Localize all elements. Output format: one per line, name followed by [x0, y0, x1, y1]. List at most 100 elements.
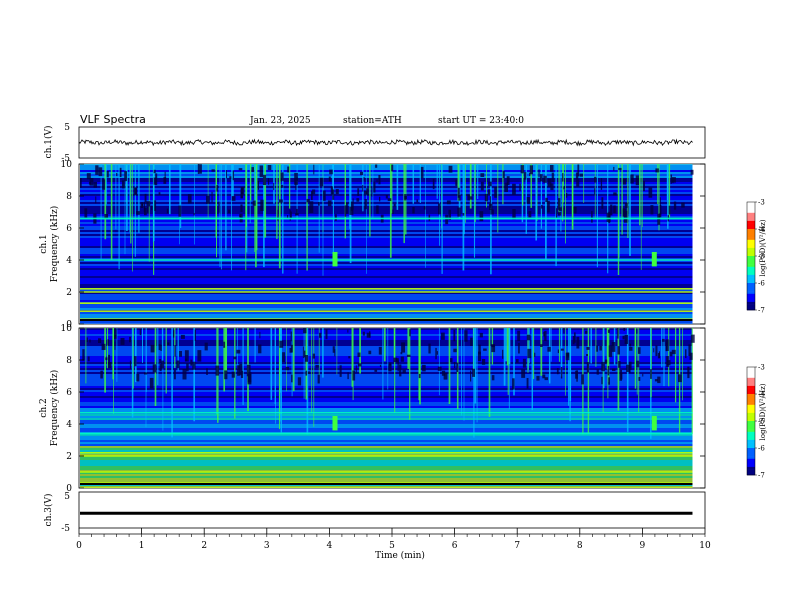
- spec1-speckle: [480, 181, 484, 191]
- spec2-row: [80, 346, 693, 348]
- spec1-speckle: [606, 212, 611, 222]
- cb1-cell: [747, 250, 755, 254]
- spec1-row: [80, 242, 693, 244]
- spec2-row: [80, 480, 693, 482]
- spec2-ytick-label: 8: [66, 356, 72, 366]
- spec1-speckle: [655, 168, 659, 173]
- spec1-speckle: [512, 183, 516, 195]
- spec1-speckle: [556, 208, 558, 218]
- spec2-speckle: [224, 370, 228, 380]
- spec2-row: [80, 356, 693, 358]
- spec2-row: [80, 414, 693, 416]
- spec2-row: [80, 462, 693, 464]
- cb2-cell: [747, 448, 755, 451]
- spec1-speckle: [218, 201, 220, 213]
- cb1-cell: [747, 280, 755, 284]
- spec2-speckle: [441, 332, 445, 340]
- spec2-row: [80, 398, 693, 400]
- spec1-speckle: [579, 173, 583, 177]
- cb1-cell: [747, 301, 755, 305]
- spec2-speckle: [173, 330, 175, 338]
- cb1-cell: [747, 258, 755, 262]
- spec2-ytick-label: 6: [66, 388, 72, 398]
- spec1-speckle: [281, 184, 284, 188]
- spec1-speckle: [371, 187, 373, 197]
- spec2-speckle: [406, 354, 411, 357]
- spec1-row: [80, 266, 693, 268]
- spec1-speckle: [526, 196, 530, 204]
- cb2-cell: [747, 407, 755, 411]
- spec2-speckle: [450, 358, 453, 363]
- spec1-speckle: [106, 171, 109, 178]
- spec1-row: [80, 164, 693, 166]
- spec2-speckle: [98, 338, 102, 343]
- spec2-row: [80, 438, 693, 440]
- spec1-speckle: [573, 207, 577, 214]
- xtick-label: 7: [514, 541, 520, 551]
- spec2-speckle: [418, 373, 421, 379]
- spec1-speckle: [659, 197, 661, 207]
- station-label: station=ATH: [343, 116, 402, 126]
- spec2-speckle: [258, 344, 262, 354]
- spec2-speckle: [655, 345, 658, 357]
- cb1-cell: [747, 242, 755, 246]
- cb2-cell: [747, 377, 755, 381]
- spec2-row: [80, 440, 693, 442]
- spec1-speckle: [153, 169, 156, 174]
- spec1-speckle: [594, 188, 596, 195]
- spec1-speckle: [290, 211, 292, 219]
- spec1-speckle: [273, 182, 275, 191]
- spec1-speckle: [332, 189, 335, 200]
- spec1-speckle: [576, 179, 580, 187]
- spec2-speckle: [560, 348, 564, 351]
- spec2-ytick-label: 2: [66, 452, 72, 462]
- spec1-speckle: [199, 164, 202, 174]
- spec2-speckle: [638, 377, 641, 381]
- spec2-speckle: [522, 358, 526, 368]
- spec1-speckle: [238, 168, 243, 171]
- xtick-label: 8: [577, 541, 583, 551]
- spec2-speckle: [624, 334, 628, 344]
- spec1-speckle: [467, 194, 470, 201]
- cb2-cell: [747, 431, 755, 435]
- spec1-row: [80, 212, 693, 214]
- spec1-speckle: [346, 202, 348, 214]
- spec1-speckle: [280, 172, 284, 181]
- spec2-speckle: [596, 345, 598, 352]
- spec2-speckle: [305, 370, 308, 376]
- spec1-speckle: [448, 165, 453, 173]
- cb2-cell: [747, 439, 755, 443]
- spec2-speckle: [160, 344, 162, 351]
- spec2-speckle: [402, 369, 406, 374]
- spec1-speckle: [416, 199, 418, 203]
- spec1-row: [80, 250, 693, 252]
- date-label: Jan. 23, 2025: [249, 116, 311, 126]
- spec1-speckle: [648, 187, 653, 198]
- spec2-speckle: [543, 331, 545, 337]
- cb2-cell: [747, 396, 755, 400]
- spec1-row: [80, 166, 693, 168]
- spec1-speckle: [80, 178, 82, 188]
- spec1-speckle: [344, 205, 347, 217]
- spec1-speckle: [479, 211, 484, 222]
- spec2-speckle: [86, 337, 88, 343]
- spec2-row: [80, 416, 693, 418]
- cb2-cell: [747, 394, 755, 397]
- spec1-speckle: [420, 166, 424, 179]
- spec2-speckle: [662, 338, 665, 342]
- ch3-ytick-bottom: -5: [61, 524, 70, 534]
- spec2-speckle: [472, 368, 475, 377]
- cb1-tick-label: -5: [758, 253, 765, 261]
- spec1-speckle: [116, 173, 118, 177]
- cb2-cell: [747, 469, 755, 473]
- spec2-row: [80, 352, 693, 354]
- cb2-cell: [747, 402, 755, 406]
- spec2-speckle: [544, 330, 547, 341]
- spec1-speckle: [432, 178, 435, 190]
- spec1-speckle: [122, 180, 125, 189]
- spec2-row: [80, 434, 693, 436]
- spec2-speckle: [540, 344, 543, 347]
- spec1-row: [80, 238, 693, 240]
- spec2-speckle: [653, 348, 655, 353]
- spec2-speckle: [114, 328, 117, 340]
